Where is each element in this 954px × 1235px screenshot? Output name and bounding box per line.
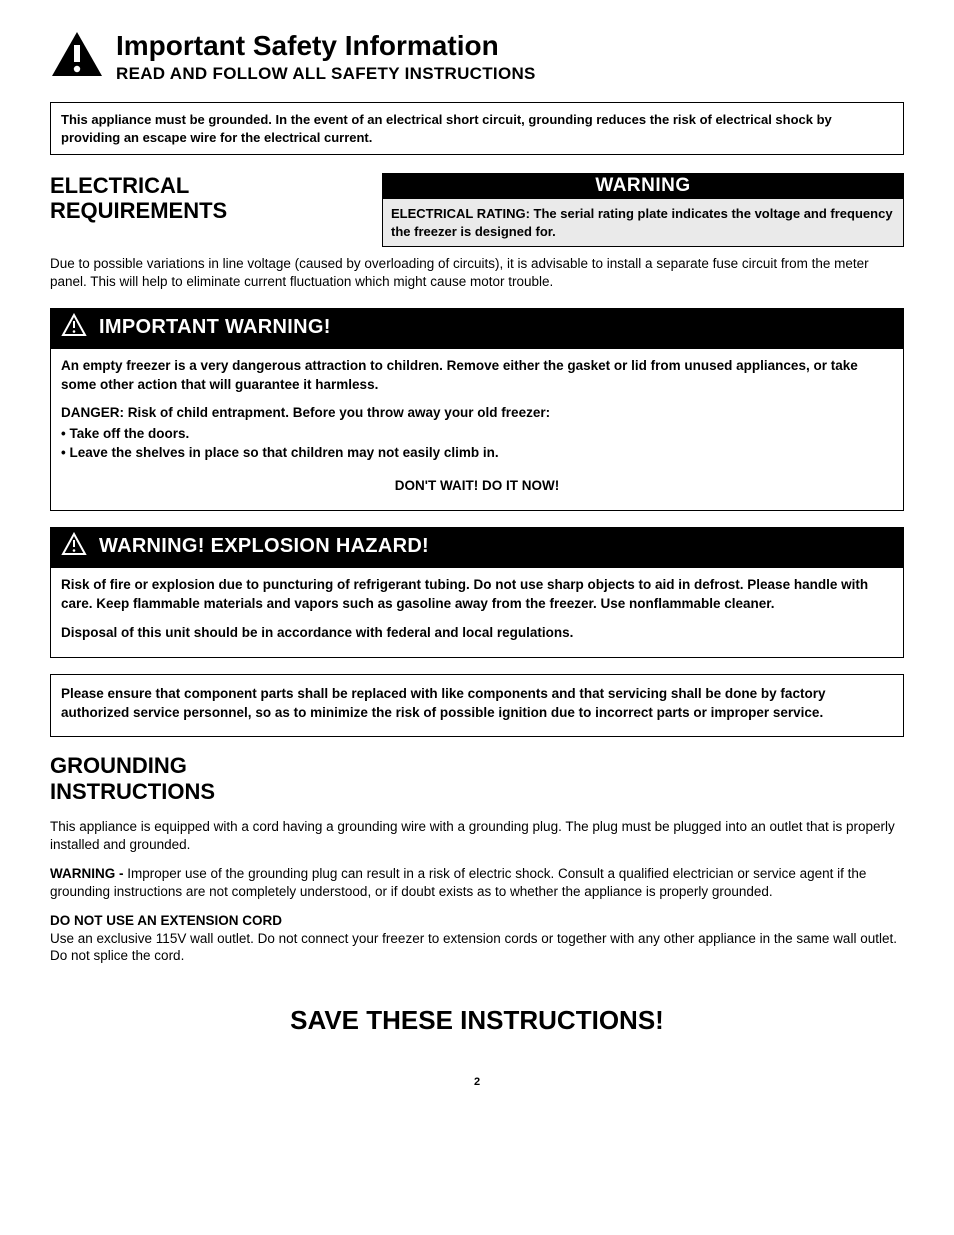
page-subtitle: READ AND FOLLOW ALL SAFETY INSTRUCTIONS [116,64,536,84]
explosion-hazard-bar-text: WARNING! EXPLOSION HAZARD! [99,535,429,558]
bullet-shelves: • Leave the shelves in place so that chi… [61,444,893,463]
grounding-warning-p: WARNING - Improper use of the grounding … [50,865,904,900]
explosion-risk-text: Risk of fire or explosion due to punctur… [61,576,893,614]
grounding-notice-text: This appliance must be grounded. In the … [61,112,832,145]
grounding-warning-text: Improper use of the grounding plug can r… [50,866,866,899]
bullet-doors: • Take off the doors. [61,425,893,444]
explosion-hazard-bar: WARNING! EXPLOSION HAZARD! [51,528,903,568]
extension-cord-p: DO NOT USE AN EXTENSION CORD Use an excl… [50,912,904,965]
empty-freezer-text: An empty freezer is a very dangerous att… [61,357,893,395]
grounding-heading: GROUNDING INSTRUCTIONS [50,753,904,804]
grounding-p1: This appliance is equipped with a cord h… [50,818,904,853]
danger-entrapment-text: DANGER: Risk of child entrapment. Before… [61,404,893,423]
important-warning-bar: IMPORTANT WARNING! [51,309,903,349]
electrical-heading-l1: ELECTRICAL [50,173,370,198]
warning-header: WARNING [383,174,903,199]
electrical-warning-block: WARNING ELECTRICAL RATING: The serial ra… [382,173,904,247]
page-number: 2 [50,1076,904,1088]
explosion-hazard-box: WARNING! EXPLOSION HAZARD! Risk of fire … [50,527,904,658]
important-warning-box: IMPORTANT WARNING! An empty freezer is a… [50,308,904,511]
electrical-section: ELECTRICAL REQUIREMENTS WARNING ELECTRIC… [50,173,904,247]
warning-triangle-outline-icon [61,313,87,343]
header-text: Important Safety Information READ AND FO… [116,30,536,84]
dont-wait-text: DON'T WAIT! DO IT NOW! [61,477,893,496]
electrical-heading: ELECTRICAL REQUIREMENTS [50,173,370,224]
component-service-text: Please ensure that component parts shall… [61,685,893,723]
electrical-paragraph: Due to possible variations in line volta… [50,255,904,291]
save-instructions: SAVE THESE INSTRUCTIONS! [50,1005,904,1036]
page-header: Important Safety Information READ AND FO… [50,30,904,84]
important-warning-bar-text: IMPORTANT WARNING! [99,316,331,339]
extension-cord-text: Use an exclusive 115V wall outlet. Do no… [50,931,897,964]
disposal-text: Disposal of this unit should be in accor… [61,624,893,643]
warning-triangle-icon [50,30,104,83]
electrical-rating-text: ELECTRICAL RATING: The serial rating pla… [383,199,903,246]
component-service-box: Please ensure that component parts shall… [50,674,904,738]
no-extension-cord-label: DO NOT USE AN EXTENSION CORD [50,913,282,928]
warning-triangle-outline-icon [61,532,87,562]
grounding-notice-box: This appliance must be grounded. In the … [50,102,904,155]
grounding-heading-l2: INSTRUCTIONS [50,779,904,804]
page-title: Important Safety Information [116,30,536,62]
warning-label: WARNING - [50,866,127,881]
grounding-heading-l1: GROUNDING [50,753,904,778]
electrical-heading-l2: REQUIREMENTS [50,198,370,223]
